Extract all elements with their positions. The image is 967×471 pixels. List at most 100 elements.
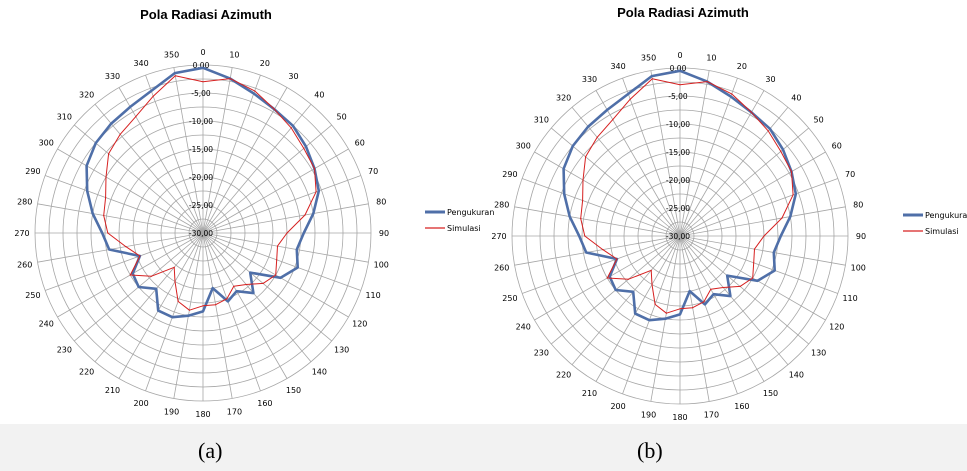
angle-tick-label: 10 bbox=[706, 54, 716, 63]
data-point-simulasi bbox=[654, 303, 656, 306]
data-point-simulasi bbox=[177, 300, 179, 303]
grid-spoke bbox=[521, 178, 681, 237]
data-point-simulasi bbox=[606, 277, 608, 279]
grid-spoke bbox=[514, 235, 681, 266]
data-point-simulasi bbox=[651, 283, 653, 286]
data-point-simulasi bbox=[602, 249, 604, 251]
data-point-pengukuran bbox=[563, 168, 565, 170]
data-point-simulasi bbox=[763, 235, 765, 237]
grid-spoke bbox=[622, 235, 681, 395]
angle-tick-label: 300 bbox=[39, 139, 54, 148]
data-point-pengukuran bbox=[572, 145, 574, 147]
grid-spoke bbox=[118, 87, 204, 234]
data-point-simulasi bbox=[582, 179, 584, 181]
data-point-pengukuran bbox=[92, 212, 94, 215]
angle-tick-label: 0 bbox=[677, 51, 682, 60]
chart-title: Pola Radiasi Azimuth bbox=[140, 7, 272, 22]
data-point-pengukuran bbox=[86, 190, 88, 192]
radial-tick-label: 0,00 bbox=[670, 64, 687, 73]
data-point-pengukuran bbox=[627, 93, 629, 95]
grid-spoke bbox=[173, 67, 204, 234]
grid-spoke bbox=[679, 127, 809, 237]
grid-spoke bbox=[534, 151, 681, 237]
angle-tick-label: 40 bbox=[791, 93, 801, 102]
angle-tick-label: 270 bbox=[14, 229, 29, 238]
data-point-simulasi bbox=[275, 274, 277, 276]
data-point-simulasi bbox=[173, 266, 175, 268]
data-point-simulasi bbox=[174, 75, 176, 77]
data-point-pengukuran bbox=[769, 128, 771, 130]
data-point-pengukuran bbox=[138, 286, 140, 288]
angle-tick-label: 50 bbox=[814, 116, 824, 125]
data-point-pengukuran bbox=[730, 95, 732, 98]
data-point-simulasi bbox=[703, 301, 705, 303]
data-point-pengukuran bbox=[249, 271, 251, 274]
grid-spoke bbox=[202, 203, 369, 234]
data-point-pengukuran bbox=[609, 276, 611, 278]
grid-spoke bbox=[679, 235, 846, 266]
angle-tick-label: 180 bbox=[195, 410, 210, 419]
data-point-pengukuran bbox=[296, 248, 298, 251]
data-point-pengukuran bbox=[187, 315, 190, 317]
grid-spoke bbox=[44, 175, 204, 234]
legend-label-simulasi: Simulasi bbox=[925, 227, 959, 236]
angle-tick-label: 230 bbox=[534, 348, 549, 357]
grid-spoke bbox=[679, 235, 738, 395]
chart-title: Pola Radiasi Azimuth bbox=[617, 5, 749, 20]
data-point-simulasi bbox=[129, 274, 131, 276]
data-point-simulasi bbox=[286, 232, 288, 234]
angle-tick-label: 150 bbox=[286, 386, 301, 395]
data-point-simulasi bbox=[290, 127, 292, 129]
data-point-simulasi bbox=[752, 277, 754, 279]
angle-tick-label: 320 bbox=[79, 90, 94, 99]
angle-tick-label: 250 bbox=[25, 291, 40, 300]
angle-tick-label: 80 bbox=[376, 198, 386, 207]
data-point-pengukuran bbox=[648, 319, 650, 321]
angle-tick-label: 40 bbox=[314, 90, 324, 99]
grid-spoke bbox=[679, 206, 846, 237]
legend-label-pengukuran: Pengukuran bbox=[447, 208, 494, 217]
data-point-simulasi bbox=[651, 78, 653, 80]
grid-spoke bbox=[94, 104, 204, 234]
data-point-pengukuran bbox=[202, 310, 204, 312]
angle-tick-label: 290 bbox=[502, 170, 517, 179]
data-point-pengukuran bbox=[704, 303, 706, 306]
data-point-simulasi bbox=[781, 217, 783, 219]
grid-spoke bbox=[202, 124, 332, 234]
angle-tick-label: 240 bbox=[516, 323, 531, 332]
data-point-simulasi bbox=[580, 217, 582, 220]
angle-tick-label: 120 bbox=[352, 320, 367, 329]
data-point-pengukuran bbox=[108, 248, 110, 251]
data-point-pengukuran bbox=[171, 316, 173, 318]
data-point-simulasi bbox=[105, 196, 107, 199]
data-point-simulasi bbox=[315, 191, 317, 193]
grid-spoke bbox=[94, 232, 204, 362]
data-point-pengukuran bbox=[726, 274, 728, 277]
grid-spoke bbox=[679, 77, 738, 237]
grid-spoke bbox=[571, 235, 681, 365]
grid-spoke bbox=[145, 74, 204, 234]
radial-tick-label: -30,00 bbox=[666, 232, 690, 241]
grid-spoke bbox=[57, 148, 204, 234]
radial-tick-label: -10,00 bbox=[666, 120, 690, 129]
data-point-simulasi bbox=[706, 80, 708, 83]
data-point-pengukuran bbox=[795, 193, 797, 195]
data-point-simulasi bbox=[108, 153, 110, 155]
data-point-pengukuran bbox=[86, 165, 88, 167]
grid-spoke bbox=[679, 178, 839, 237]
data-point-simulasi bbox=[665, 312, 667, 314]
data-point-simulasi bbox=[202, 305, 204, 307]
data-point-simulasi bbox=[584, 235, 586, 237]
data-point-simulasi bbox=[276, 245, 279, 247]
data-point-pengukuran bbox=[606, 109, 608, 111]
angle-tick-label: 200 bbox=[610, 402, 625, 411]
data-point-simulasi bbox=[229, 77, 231, 80]
data-point-pengukuran bbox=[212, 287, 214, 289]
angle-tick-label: 120 bbox=[829, 323, 844, 332]
data-point-simulasi bbox=[780, 150, 782, 153]
data-point-simulasi bbox=[767, 130, 769, 132]
angle-tick-label: 90 bbox=[856, 232, 866, 241]
angle-tick-label: 250 bbox=[502, 294, 517, 303]
angle-tick-label: 150 bbox=[763, 389, 778, 398]
